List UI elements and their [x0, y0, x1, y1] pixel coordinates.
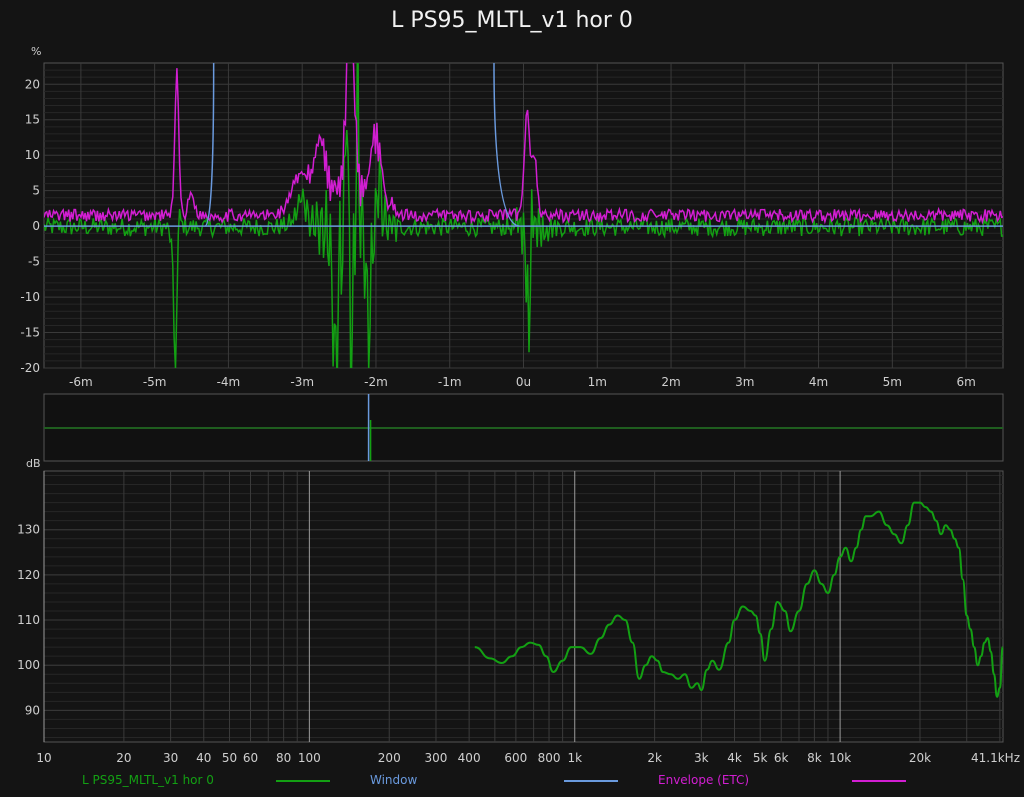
freq-x-tick-label: 400 [458, 751, 481, 765]
freq-x-tick-label: 100 [298, 751, 321, 765]
impulse-x-tick-label: -6m [69, 375, 93, 389]
legend-line-window [564, 780, 618, 782]
freq-x-tick-label: 40 [196, 751, 211, 765]
freq-y-tick-label: 90 [25, 703, 40, 717]
freq-x-tick-label: 800 [538, 751, 561, 765]
freq-x-tick-label: 20 [116, 751, 131, 765]
impulse-y-tick-label: 10 [25, 148, 40, 162]
freq-x-tick-label: 6k [774, 751, 789, 765]
impulse-x-tick-label: 6m [956, 375, 975, 389]
impulse-x-tick-label: 3m [735, 375, 754, 389]
legend-label-window: Window [370, 773, 418, 787]
envelope-line [44, 63, 1003, 225]
freq-x-tick-label: 300 [425, 751, 448, 765]
freq-x-tick-label: 200 [378, 751, 401, 765]
freq-x-tick-label: 8k [807, 751, 822, 765]
impulse-x-tick-label: 2m [661, 375, 680, 389]
freq-x-tick-label: 3k [694, 751, 709, 765]
freq-y-tick-label: 130 [17, 523, 40, 537]
impulse-x-tick-label: 5m [883, 375, 902, 389]
freq-x-tick-label: 30 [163, 751, 178, 765]
freq-y-tick-label: 110 [17, 613, 40, 627]
overview-plot[interactable] [43, 393, 1004, 462]
frequency-response-plot[interactable]: 130 120 110 100 90 10 20 30 40 50 60 80 100 200 300 400… [17, 470, 1020, 765]
freq-x-tick-label: 1k [567, 751, 582, 765]
impulse-line [44, 63, 1003, 368]
legend-label-measurement: L PS95_MLTL_v1 hor 0 [82, 773, 214, 787]
window-left-edge [204, 63, 215, 227]
freq-y-tick-label: 120 [17, 568, 40, 582]
impulse-plot[interactable]: 20 15 10 5 0 -5 -10 -15 -20 -6m -5m -4m -3m -2m -1m 0u 1… [20, 9, 1004, 407]
impulse-y-tick-label: -10 [20, 290, 40, 304]
impulse-x-tick-label: -4m [217, 375, 241, 389]
impulse-x-tick-label: 1m [588, 375, 607, 389]
freq-x-tick-label: 60 [243, 751, 258, 765]
impulse-x-tick-label: -1m [438, 375, 462, 389]
legend-label-envelope: Envelope (ETC) [658, 773, 750, 787]
impulse-x-tick-label: -5m [143, 375, 167, 389]
freq-response-line [474, 501, 1004, 698]
impulse-x-tick-label: -3m [290, 375, 314, 389]
freq-x-tick-label: 41.1kHz [971, 751, 1020, 765]
impulse-y-tick-label: -20 [20, 361, 40, 375]
legend-line-envelope [852, 780, 906, 782]
freq-x-tick-label: 5k [753, 751, 768, 765]
impulse-x-tick-label: 0u [516, 375, 531, 389]
freq-x-tick-label: 50 [222, 751, 237, 765]
legend-line-measurement [276, 780, 330, 782]
freq-x-tick-label: 2k [647, 751, 662, 765]
impulse-y-unit: % [31, 45, 42, 58]
impulse-y-tick-label: 15 [25, 113, 40, 127]
freq-x-tick-label: 10k [829, 751, 851, 765]
impulse-y-tick-label: 20 [25, 77, 40, 91]
freq-x-tick-label: 600 [504, 751, 527, 765]
impulse-x-tick-label: -2m [364, 375, 388, 389]
impulse-x-tick-label: 4m [809, 375, 828, 389]
chart-title: L PS95_MLTL_v1 hor 0 [391, 8, 633, 33]
impulse-y-tick-label: -15 [20, 326, 40, 340]
impulse-y-tick-label: -5 [28, 255, 40, 269]
freq-y-unit: dB [26, 457, 41, 470]
impulse-y-tick-label: 5 [32, 184, 40, 198]
freq-x-tick-label: 80 [276, 751, 291, 765]
freq-y-tick-label: 100 [17, 658, 40, 672]
freq-x-tick-label: 10 [36, 751, 51, 765]
impulse-y-tick-label: 0 [32, 219, 40, 233]
freq-x-tick-label: 20k [909, 751, 931, 765]
freq-x-tick-label: 4k [727, 751, 742, 765]
window-right-edge [493, 63, 520, 227]
